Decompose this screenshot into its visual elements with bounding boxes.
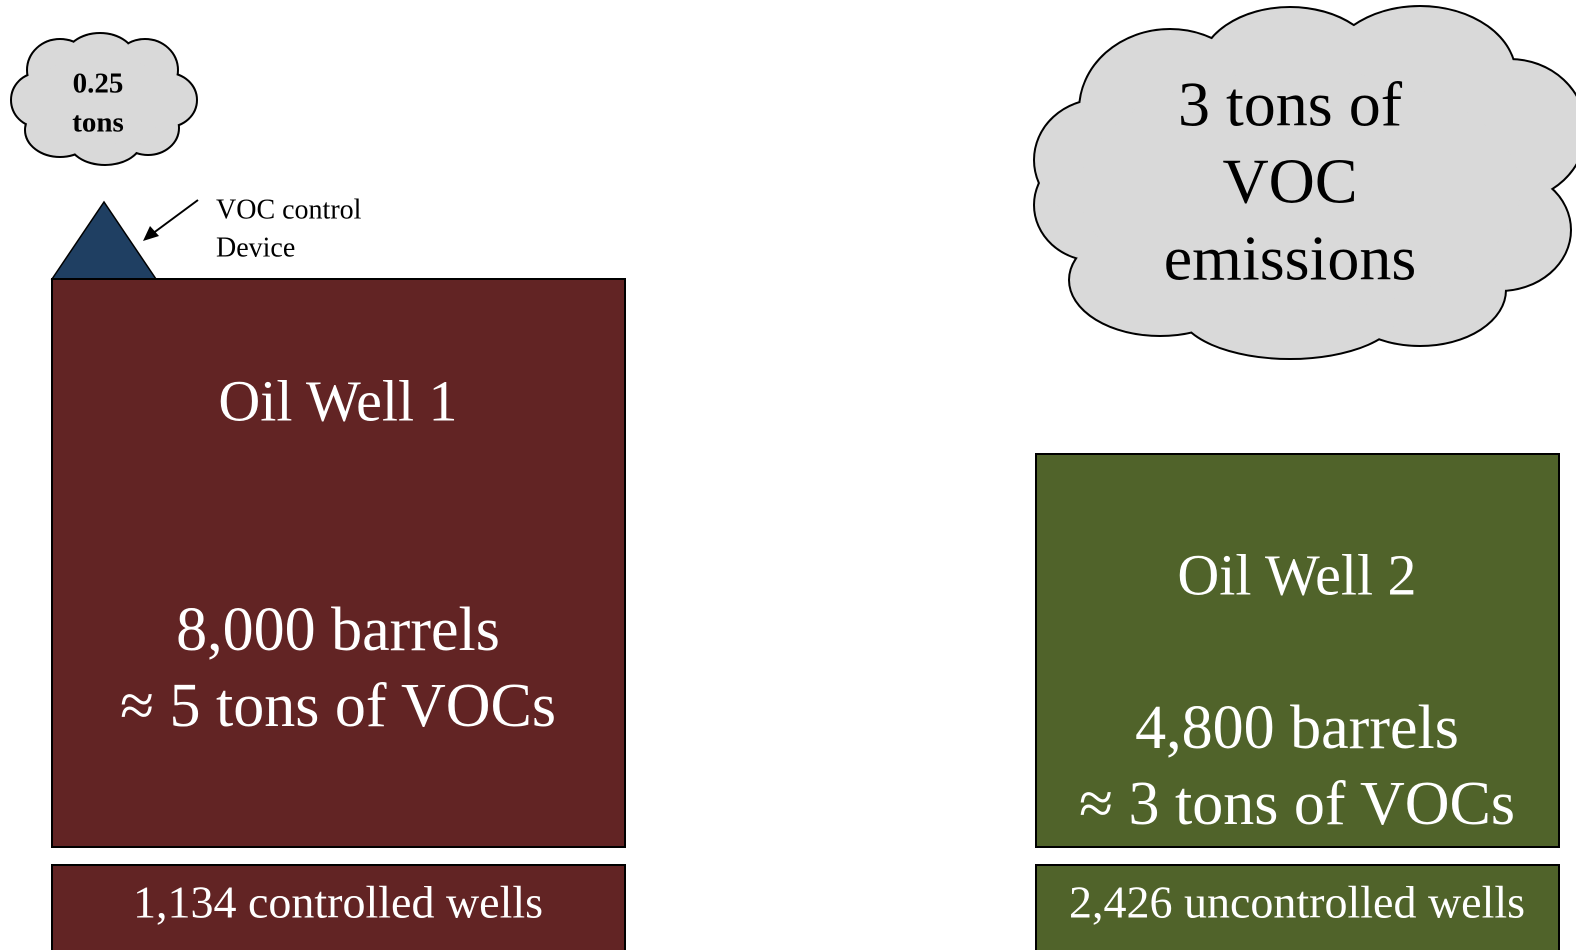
arrow-head [143, 226, 159, 241]
well-1-count: 1,134 controlled wells [133, 877, 543, 928]
well-1-title: Oil Well 1 [218, 368, 457, 433]
cloud-puff [30, 55, 170, 145]
well-1-box [51, 278, 626, 848]
well-1-line: 8,000 barrels [176, 596, 500, 664]
big-cloud-text: 3 tons of [1178, 69, 1403, 140]
big-cloud-text: emissions [1164, 223, 1416, 294]
big-cloud-text: VOC [1222, 146, 1357, 217]
arrow [151, 199, 199, 235]
well-1-count-box [51, 864, 626, 950]
small-cloud [10, 32, 198, 166]
control-device [50, 200, 158, 280]
small-cloud-text: tons [72, 107, 124, 139]
small-cloud-text: 0.25 [73, 68, 124, 100]
well-2-count-box [1035, 864, 1560, 950]
big-cloud [1033, 5, 1576, 360]
well-2-line: 4,800 barrels [1135, 694, 1459, 762]
device-label: Device [216, 232, 295, 263]
well-2-count: 2,426 uncontrolled wells [1069, 877, 1525, 928]
well-2-title: Oil Well 2 [1177, 542, 1416, 607]
well-2-line: ≈ 3 tons of VOCs [1079, 770, 1515, 838]
device-label: VOC control [216, 194, 362, 225]
well-1-line: ≈ 5 tons of VOCs [120, 672, 556, 740]
cloud-puff [1080, 70, 1520, 310]
well-2-box [1035, 453, 1560, 848]
